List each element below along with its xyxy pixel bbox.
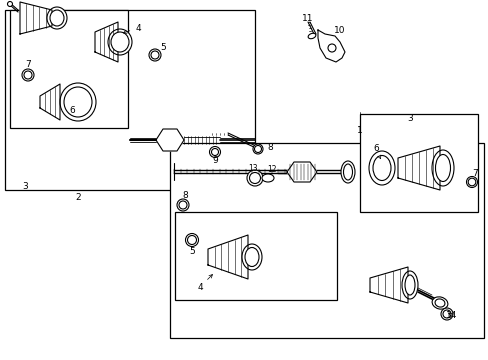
Circle shape — [177, 199, 189, 211]
Ellipse shape — [340, 161, 354, 183]
Ellipse shape — [343, 164, 352, 180]
Text: 4: 4 — [197, 275, 212, 292]
Text: 7: 7 — [471, 168, 477, 177]
Circle shape — [179, 201, 186, 209]
Ellipse shape — [434, 299, 444, 307]
Circle shape — [246, 170, 263, 186]
Circle shape — [252, 144, 263, 154]
Ellipse shape — [435, 154, 449, 181]
Polygon shape — [95, 22, 118, 62]
Text: 2: 2 — [75, 193, 81, 202]
Bar — [175, 212, 336, 300]
Text: 6: 6 — [372, 144, 380, 159]
Ellipse shape — [307, 33, 315, 39]
Text: 5: 5 — [189, 247, 195, 256]
Circle shape — [442, 310, 450, 318]
Text: 12: 12 — [267, 165, 276, 174]
Bar — [5, 10, 254, 190]
Circle shape — [151, 51, 159, 59]
Ellipse shape — [50, 10, 64, 26]
Text: 7: 7 — [25, 59, 31, 68]
Circle shape — [254, 145, 261, 153]
Bar — [10, 10, 128, 128]
Circle shape — [187, 235, 196, 244]
Circle shape — [467, 178, 475, 186]
Polygon shape — [40, 84, 60, 120]
Polygon shape — [20, 2, 52, 34]
Ellipse shape — [244, 248, 259, 266]
Text: 3: 3 — [407, 113, 412, 122]
Circle shape — [466, 176, 476, 188]
Ellipse shape — [372, 156, 390, 180]
Circle shape — [440, 308, 452, 320]
Circle shape — [249, 172, 260, 184]
Text: 8: 8 — [182, 190, 187, 199]
Polygon shape — [156, 129, 183, 151]
Circle shape — [185, 234, 198, 247]
Ellipse shape — [242, 244, 262, 270]
Ellipse shape — [64, 87, 92, 117]
Text: 9: 9 — [212, 156, 218, 165]
Text: 6: 6 — [69, 105, 75, 114]
Ellipse shape — [108, 29, 132, 55]
Text: 11: 11 — [302, 14, 313, 23]
Ellipse shape — [60, 83, 96, 121]
Circle shape — [22, 69, 34, 81]
Circle shape — [149, 49, 161, 61]
Bar — [359, 114, 477, 212]
Ellipse shape — [401, 271, 417, 299]
Text: 10: 10 — [334, 26, 345, 35]
Bar — [170, 143, 483, 338]
Circle shape — [7, 1, 13, 6]
Text: 4: 4 — [123, 23, 141, 33]
Text: 5: 5 — [160, 42, 165, 51]
Ellipse shape — [431, 150, 453, 186]
Text: 3: 3 — [22, 181, 28, 190]
Ellipse shape — [47, 7, 67, 29]
Circle shape — [24, 71, 32, 79]
Polygon shape — [286, 162, 316, 182]
Text: 13: 13 — [248, 163, 257, 172]
Ellipse shape — [431, 297, 447, 309]
Text: 8: 8 — [266, 143, 272, 152]
Polygon shape — [369, 267, 407, 303]
Ellipse shape — [404, 275, 414, 295]
Ellipse shape — [111, 32, 129, 52]
Ellipse shape — [368, 151, 394, 185]
Text: 1: 1 — [356, 126, 362, 135]
Circle shape — [327, 44, 335, 52]
Text: 14: 14 — [446, 310, 457, 320]
Polygon shape — [207, 235, 247, 279]
Polygon shape — [317, 30, 345, 62]
Circle shape — [211, 149, 218, 156]
Circle shape — [209, 147, 220, 158]
Ellipse shape — [262, 174, 273, 182]
Polygon shape — [397, 146, 439, 190]
